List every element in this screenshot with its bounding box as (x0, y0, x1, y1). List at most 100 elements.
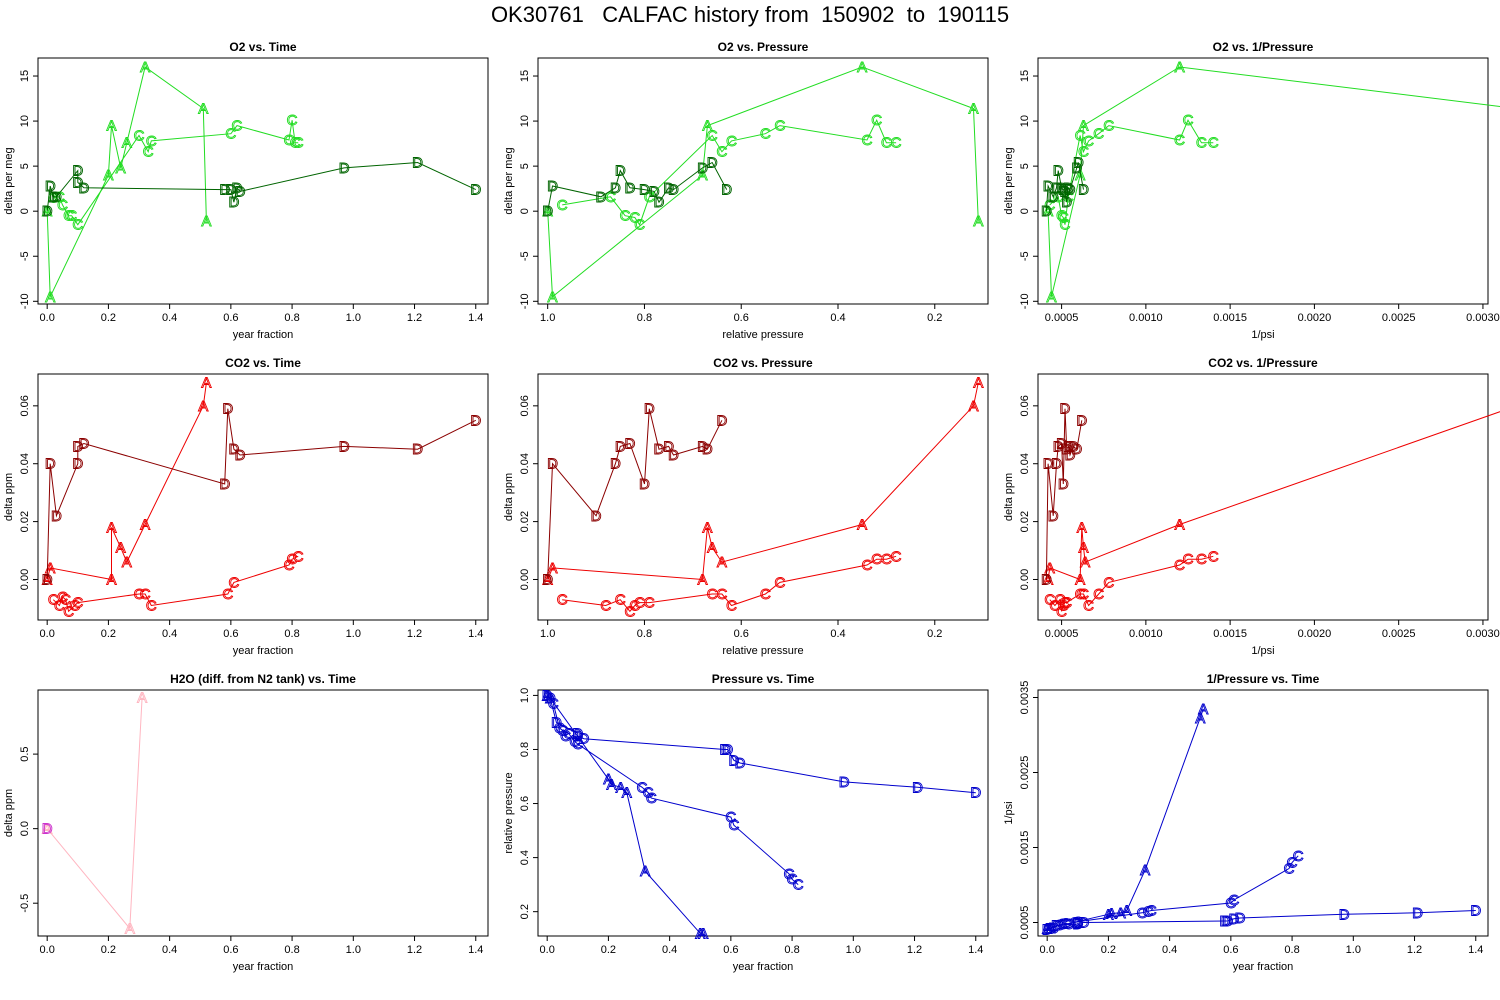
point-marker: C (716, 586, 727, 603)
point-marker: D (1051, 180, 1062, 197)
point-marker: C (1061, 595, 1072, 612)
point-marker: A (106, 519, 116, 536)
point-marker: D (1060, 401, 1071, 418)
series-line (547, 408, 723, 580)
series-line (52, 555, 299, 613)
point-marker: C (48, 592, 59, 609)
x-tick-label: 0.0030 (1466, 312, 1500, 324)
y-axis-label: delta ppm (3, 473, 15, 521)
point-marker: D (1053, 438, 1064, 455)
point-marker: D (470, 182, 481, 199)
point-marker: A (1043, 571, 1053, 588)
series-line (562, 119, 897, 226)
point-marker: A (1075, 571, 1085, 588)
x-axis-label: year fraction (233, 645, 294, 657)
y-axis-label: delta per meg (503, 147, 515, 214)
point-marker: D (412, 155, 423, 172)
y-tick-label: 15 (19, 70, 31, 82)
x-tick-label: 0.2 (1101, 944, 1116, 956)
chart-9: 1/Pressure vs. Time 0.0 0.2 0.4 0.6 0.8 1.0 1.2… (1003, 672, 1489, 973)
chart-2: O2 vs. Pressure 1.0 0.8 0.6 0.4 0.2 relative p… (503, 40, 989, 341)
point-marker: A (116, 160, 126, 177)
point-marker: C (760, 126, 771, 143)
x-tick-label: 1.0 (540, 312, 555, 324)
point-marker: C (293, 135, 304, 152)
x-tick-label: 0.8 (784, 944, 799, 956)
point-marker: C (548, 696, 559, 713)
point-marker: A (616, 779, 626, 796)
point-marker: C (54, 189, 65, 206)
point-marker: C (143, 144, 154, 161)
x-tick-label: 0.8 (284, 944, 299, 956)
point-marker: C (1196, 135, 1207, 152)
point-marker: A (1116, 905, 1126, 922)
y-tick-label: 0.4 (519, 850, 531, 865)
point-marker: C (1225, 895, 1236, 912)
point-marker: C (293, 548, 304, 565)
series-line (1045, 408, 1083, 580)
chart-4: CO2 vs. Time 0.0 0.2 0.4 0.6 0.8 1.0 1.2 1.4 year… (3, 356, 489, 657)
point-marker: A (45, 289, 55, 306)
point-marker: C (637, 779, 648, 796)
y-tick-label: 0.00 (19, 569, 31, 590)
x-tick-label: 1.2 (407, 944, 422, 956)
series-line (46, 66, 207, 298)
point-marker: C (290, 135, 301, 152)
point-marker: D (668, 447, 679, 464)
point-marker: D (1235, 910, 1246, 927)
point-marker: C (634, 595, 645, 612)
y-axis-label: delta per meg (3, 147, 15, 214)
point-marker: C (600, 598, 611, 615)
point-marker: C (284, 132, 295, 149)
chart-8: Pressure vs. Time 0.0 0.2 0.4 0.6 0.8 1.0 1.2 1.… (503, 672, 989, 973)
y-tick-label: -5 (19, 251, 31, 261)
y-tick-label: 10 (519, 115, 531, 127)
point-marker: D (654, 194, 665, 211)
x-tick-label: 0.0 (540, 944, 555, 956)
point-marker: A (707, 540, 717, 557)
point-marker: A (140, 516, 150, 533)
x-tick-label: 0.4 (162, 944, 177, 956)
point-marker: A (122, 135, 132, 152)
point-marker: D (1068, 438, 1079, 455)
x-tick-label: 1.4 (968, 944, 983, 956)
point-marker: D (615, 163, 626, 180)
point-marker: D (663, 438, 674, 455)
point-marker: C (644, 595, 655, 612)
point-marker: D (839, 774, 850, 791)
point-marker: D (572, 728, 583, 745)
point-marker: D (578, 731, 589, 748)
x-tick-label: 1.4 (468, 944, 483, 956)
y-tick-label: 0.00 (1019, 569, 1031, 590)
point-marker: C (1060, 217, 1071, 234)
point-marker: A (201, 375, 211, 392)
point-marker: A (106, 571, 116, 588)
x-axis-label: year fraction (733, 961, 794, 973)
point-marker: A (857, 59, 867, 76)
y-tick-label: 0 (519, 208, 531, 214)
series-line (1047, 708, 1204, 929)
chart-6: CO2 vs. 1/Pressure 0.0005 0.0010 0.0015 0.00… (1003, 356, 1500, 657)
x-tick-label: 0.4 (1162, 944, 1177, 956)
point-marker: C (625, 603, 636, 620)
point-marker: D (1043, 456, 1054, 473)
point-marker: A (1122, 903, 1132, 920)
series-line (1047, 411, 1500, 581)
point-marker: C (1174, 132, 1185, 149)
point-marker: C (140, 586, 151, 603)
point-marker: D (912, 779, 923, 796)
point-marker: A (198, 398, 208, 415)
chart-title: CO2 vs. Time (225, 356, 301, 370)
point-marker: D (339, 160, 350, 177)
plot-frame (1037, 373, 1489, 621)
series-line (547, 382, 979, 581)
point-marker: A (973, 375, 983, 392)
point-marker: C (222, 586, 233, 603)
series-A: A A A (42, 689, 148, 938)
point-marker: D (235, 183, 246, 200)
chart-title: CO2 vs. 1/Pressure (1208, 356, 1318, 370)
